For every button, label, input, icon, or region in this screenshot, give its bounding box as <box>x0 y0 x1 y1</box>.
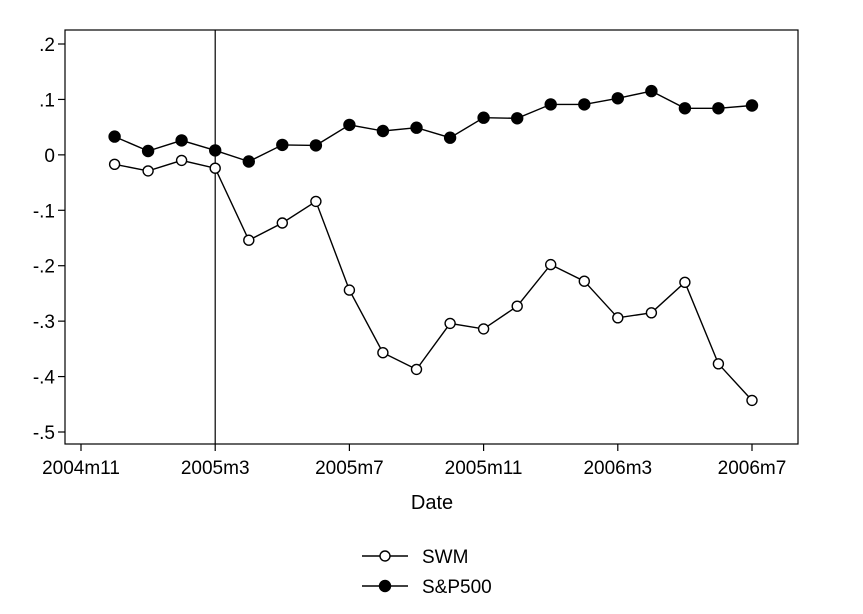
legend-label: S&P500 <box>422 577 492 598</box>
data-point <box>745 99 759 112</box>
x-tick-label: 2004m11 <box>42 458 120 479</box>
data-point <box>209 162 221 174</box>
x-tick-label: 2005m3 <box>181 458 250 479</box>
legend-marker <box>379 550 391 562</box>
y-tick-label: .1 <box>39 90 55 111</box>
data-point <box>545 258 557 271</box>
x-axis-label: Date <box>411 492 453 514</box>
data-point <box>477 323 490 335</box>
data-point <box>377 347 389 359</box>
x-tick-label: 2006m7 <box>718 458 787 479</box>
series-layer <box>108 84 759 407</box>
data-point <box>578 275 590 287</box>
data-point <box>678 102 692 115</box>
y-tick-label: .2 <box>39 35 55 56</box>
legend-label: SWM <box>422 547 468 568</box>
legend: SWM S&P500 <box>362 547 492 598</box>
data-point <box>243 234 255 246</box>
data-point <box>611 92 624 105</box>
data-point <box>544 98 557 111</box>
data-point <box>142 165 154 177</box>
data-point <box>712 102 725 115</box>
data-point <box>746 394 758 407</box>
data-point <box>511 112 524 125</box>
data-point <box>444 317 456 330</box>
plot-frame <box>64 29 799 445</box>
data-point <box>108 158 121 171</box>
data-point <box>410 121 423 134</box>
data-point <box>612 312 624 324</box>
data-point <box>410 363 423 376</box>
y-axis: .2 .1 0 -.1 -.2 -.3 -.4 -.5 <box>33 35 65 444</box>
data-point <box>175 154 188 167</box>
data-point <box>309 139 323 152</box>
data-point <box>645 84 658 98</box>
x-tick-label: 2005m11 <box>445 458 523 479</box>
x-tick-label: 2005m7 <box>315 458 384 479</box>
data-point <box>175 134 188 147</box>
data-point <box>108 130 121 143</box>
data-point <box>141 144 155 158</box>
legend-marker <box>378 579 392 593</box>
data-point <box>208 144 222 157</box>
y-tick-label: 0 <box>44 146 55 167</box>
data-point <box>343 118 356 132</box>
data-point <box>376 124 390 138</box>
data-point <box>712 358 725 370</box>
x-tick-label: 2006m3 <box>583 458 652 479</box>
data-point <box>511 300 523 312</box>
data-point <box>276 138 289 152</box>
y-tick-label: -.1 <box>33 201 55 222</box>
x-axis: 2004m11 2005m3 2005m7 2005m11 2006m3 2006m7 <box>42 444 786 479</box>
y-tick-label: -.4 <box>33 368 56 389</box>
data-point <box>443 131 457 144</box>
y-tick-label: -.5 <box>33 423 55 444</box>
y-tick-label: -.2 <box>33 257 55 278</box>
data-point <box>310 195 322 208</box>
data-point <box>276 217 288 229</box>
data-point <box>242 155 256 168</box>
data-point <box>477 111 490 124</box>
y-tick-label: -.3 <box>33 312 55 333</box>
data-point <box>343 284 356 296</box>
data-point <box>645 307 658 319</box>
data-point <box>578 98 591 111</box>
data-point <box>679 276 691 288</box>
